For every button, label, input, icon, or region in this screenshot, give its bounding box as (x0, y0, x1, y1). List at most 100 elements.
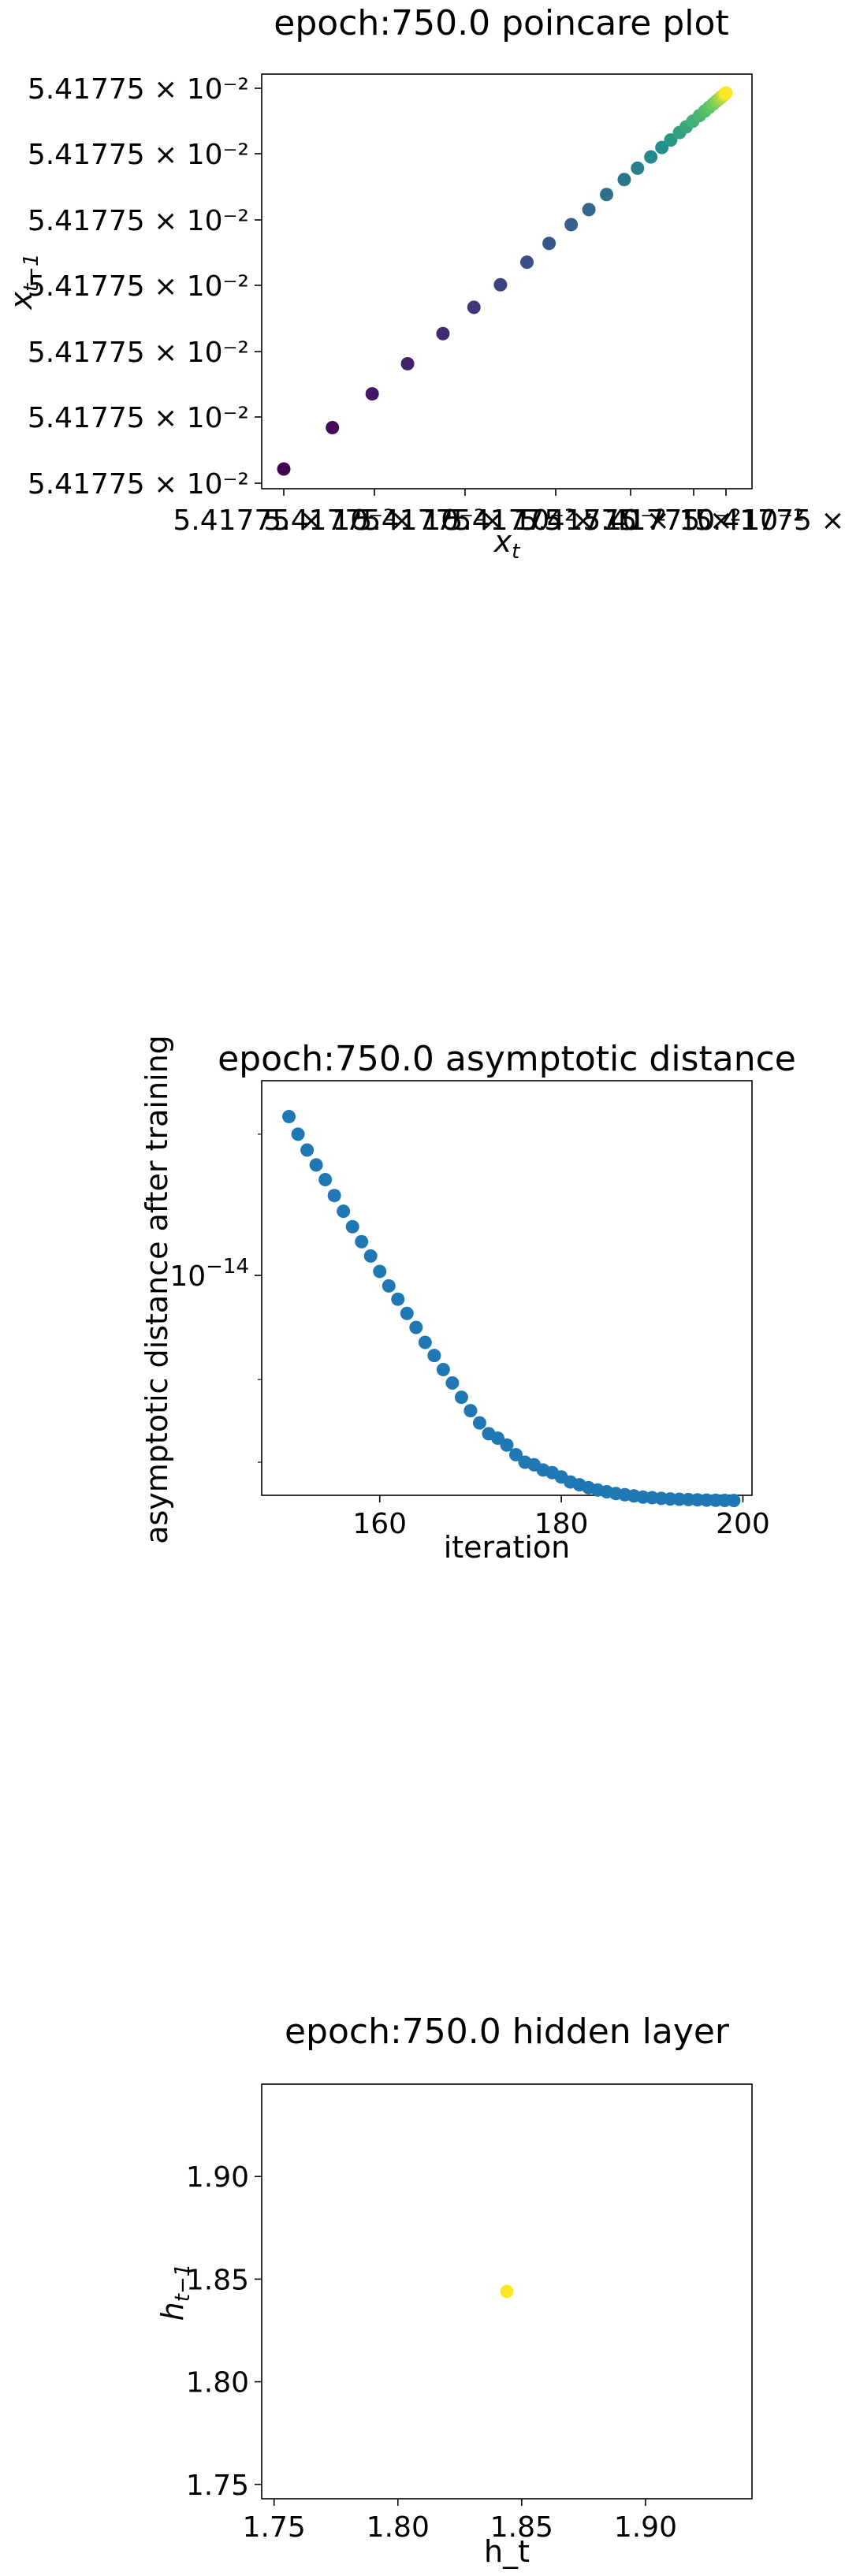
poincare-y-tick-label: 5.41775 × 10⁻² (28, 468, 249, 501)
hidden-x-tick-label: 1.85 (490, 2511, 553, 2544)
poincare-point (600, 188, 614, 202)
poincare-y-tick-label: 5.41775 × 10⁻² (28, 337, 249, 369)
hidden-y-label-base: h (155, 2302, 190, 2321)
asymptotic-point (327, 1189, 341, 1203)
poincare-y-tick-label: 5.41775 × 10⁻² (28, 73, 249, 106)
asymptotic-point (490, 1431, 504, 1446)
asymptotic-point (727, 1494, 741, 1508)
poincare-y-label-sub: t−1 (20, 253, 43, 292)
hidden-title: epoch:750.0 hidden layer (285, 2012, 730, 2052)
asymptotic-point (418, 1335, 432, 1349)
asymptotic-chart: epoch:750.0 asymptotic distance 160 180 20… (140, 1035, 796, 1565)
asymptotic-x-tick-label: 160 (352, 1508, 407, 1540)
asymptotic-plot-area (261, 1080, 753, 1496)
poincare-y-label-base: x (4, 292, 39, 311)
hidden-chart: epoch:750.0 hidden layer 1.75 1.80 1.85 1.9… (155, 2012, 753, 2569)
asymptotic-point (345, 1219, 359, 1234)
poincare-y-tick-label: 5.41775 × 10⁻² (28, 270, 249, 303)
hidden-y-tick-label: 1.75 (186, 2470, 249, 2502)
asymptotic-x-tick-label: 200 (716, 1508, 770, 1540)
asymptotic-point (427, 1349, 441, 1363)
asymptotic-point (300, 1143, 315, 1157)
poincare-x-tick-label: 5.41775 × 10⁻² (354, 504, 575, 537)
hidden-y-tick-label: 1.85 (186, 2264, 249, 2296)
asymptotic-y-label: asymptotic distance after training (140, 1035, 174, 1544)
asymptotic-point (363, 1249, 378, 1263)
hidden-point (500, 2284, 514, 2299)
asymptotic-point (337, 1204, 351, 1219)
asymptotic-point (454, 1390, 468, 1405)
asymptotic-point (309, 1158, 323, 1172)
hidden-x-tick-label: 1.80 (367, 2511, 430, 2544)
poincare-point (493, 277, 508, 292)
asymptotic-point (472, 1416, 486, 1430)
hidden-y-ticks: 1.75 1.80 1.85 1.90 (186, 2161, 262, 2502)
poincare-point (564, 218, 579, 232)
poincare-y-label: xt−1 (4, 253, 43, 310)
asymptotic-x-label: iteration (444, 1530, 571, 1565)
poincare-x-ticks: 5.41775 × 10⁻²5.41775 × 10⁻²5.41775 × 10… (173, 489, 845, 537)
asymptotic-title: epoch:750.0 asymptotic distance (218, 1039, 796, 1079)
poincare-x-label-base: x (493, 524, 512, 559)
poincare-y-tick-label: 5.41775 × 10⁻² (28, 139, 249, 171)
poincare-point (400, 356, 415, 370)
poincare-x-tick-label: 5.41775 × 10⁻² (263, 504, 485, 537)
poincare-point (436, 326, 450, 341)
poincare-point (631, 161, 645, 175)
poincare-point (644, 150, 658, 164)
poincare-point (365, 387, 379, 401)
asymptotic-points (282, 1110, 741, 1508)
hidden-x-tick-label: 1.90 (614, 2511, 677, 2544)
poincare-y-tick-label: 5.41775 × 10⁻² (28, 402, 249, 434)
poincare-point (655, 140, 669, 154)
poincare-point (664, 133, 678, 147)
poincare-x-tick-label: 5.41775 × 10⁻² (445, 504, 666, 537)
asymptotic-point (436, 1363, 450, 1377)
hidden-y-tick-label: 1.90 (186, 2161, 249, 2194)
poincare-x-tick-label: 5.41775 × 10⁻² (583, 504, 804, 537)
hidden-points (500, 2284, 514, 2299)
poincare-point (542, 236, 557, 251)
poincare-point (277, 462, 291, 476)
asymptotic-point (409, 1320, 423, 1335)
asymptotic-point (291, 1127, 305, 1141)
asymptotic-x-tick-label: 180 (534, 1508, 589, 1540)
asymptotic-point (509, 1447, 523, 1461)
poincare-x-tick-label: 5.41775 × 10⁻² (519, 504, 741, 537)
poincare-point (582, 203, 596, 217)
poincare-point (520, 255, 534, 270)
poincare-x-label: xt (493, 524, 521, 564)
hidden-y-label: ht−1 (155, 2264, 195, 2321)
asymptotic-point (318, 1173, 333, 1187)
asymptotic-point (382, 1279, 396, 1293)
poincare-y-tick-label: 5.41775 × 10⁻² (28, 205, 249, 237)
asymptotic-point (373, 1264, 387, 1279)
poincare-point (719, 86, 733, 100)
poincare-y-ticks: 5.41775 × 10⁻² 5.41775 × 10⁻² 5.41775 × 10… (28, 73, 262, 501)
hidden-x-label: h_t (484, 2534, 530, 2569)
poincare-title: epoch:750.0 poincare plot (274, 3, 728, 43)
hidden-y-label-sub: t−1 (171, 2264, 195, 2302)
poincare-x-tick-label: 5.41775 × 10⁻² (694, 504, 845, 537)
asymptotic-point (445, 1375, 460, 1390)
poincare-point (326, 421, 340, 435)
poincare-chart: epoch:750.0 poincare plot 5.41775 × 10⁻²… (4, 3, 845, 564)
asymptotic-y-ticks: 10−14 (169, 1134, 262, 1463)
asymptotic-point (400, 1306, 414, 1320)
hidden-x-ticks: 1.75 1.80 1.85 1.90 (243, 2499, 677, 2544)
asymptotic-y-tick-label: 10−14 (169, 1255, 249, 1293)
asymptotic-point (391, 1292, 405, 1306)
poincare-plot-area (261, 73, 753, 490)
poincare-point (467, 300, 481, 315)
poincare-x-tick-label: 5.41775 × 10⁻² (173, 504, 394, 537)
asymptotic-point (463, 1404, 478, 1418)
asymptotic-point (355, 1234, 369, 1249)
poincare-points (277, 86, 733, 476)
asymptotic-point (500, 1438, 514, 1452)
asymptotic-x-ticks: 160 180 200 (352, 1495, 770, 1540)
hidden-x-tick-label: 1.75 (243, 2511, 306, 2544)
poincare-point (617, 173, 631, 187)
hidden-y-tick-label: 1.80 (186, 2367, 249, 2399)
poincare-x-label-sub: t (512, 540, 520, 564)
